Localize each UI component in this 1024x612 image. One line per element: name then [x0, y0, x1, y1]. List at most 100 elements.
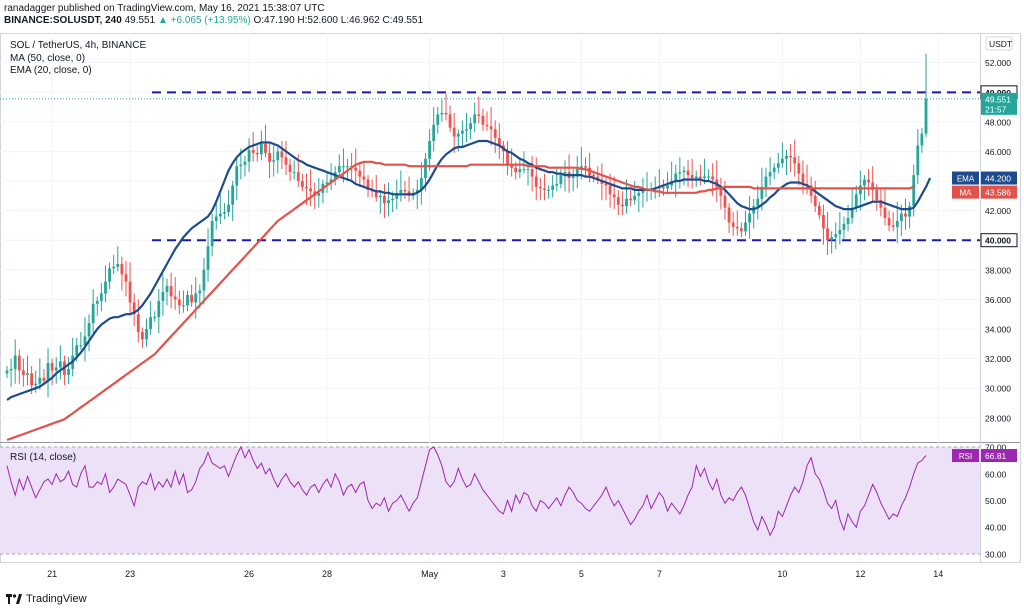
candle-body — [514, 167, 518, 173]
candle-body — [625, 198, 628, 207]
candle-body — [22, 370, 25, 375]
rsi-line — [6, 445, 927, 537]
publish-header: ranadagger published on TradingView.com,… — [4, 3, 423, 27]
candle-body — [698, 176, 702, 179]
candle-body — [842, 223, 846, 230]
candle-body — [694, 176, 698, 179]
candle-body — [489, 126, 493, 130]
candle-body — [259, 144, 263, 155]
candle-body — [854, 194, 858, 208]
candle-body — [268, 152, 271, 162]
candle-body — [153, 317, 157, 319]
candle-body — [477, 114, 481, 116]
current-price-box — [981, 92, 1017, 115]
candle-body — [506, 151, 509, 165]
rsi-legend-item[interactable]: RSI (14, close) — [10, 452, 77, 463]
candle-body — [596, 176, 600, 180]
candle-body — [744, 222, 747, 232]
candle-body — [891, 225, 895, 227]
rsi-band — [0, 447, 980, 554]
price-tick-label: 52.000 — [985, 58, 1011, 68]
candle-body — [223, 212, 226, 214]
candle-body — [264, 144, 267, 153]
level-label: 40.000 — [985, 236, 1011, 246]
candle-body — [584, 166, 587, 168]
ema-legend-item[interactable]: EMA (20, close, 0) — [10, 65, 92, 76]
candle-body — [510, 164, 514, 168]
candle-body — [551, 185, 555, 190]
candle-body — [424, 158, 427, 179]
candle-body — [428, 141, 431, 159]
candle-body — [612, 194, 616, 198]
candle-body — [473, 114, 477, 124]
candle-body — [485, 124, 489, 127]
time-tick-label: 26 — [244, 569, 254, 579]
candle-body — [165, 286, 169, 292]
candle-body — [354, 167, 358, 171]
candle-body — [789, 155, 793, 158]
candle-body — [493, 129, 497, 139]
candle-body — [214, 216, 218, 221]
candle-body — [662, 186, 665, 189]
tradingview-footer: TradingView — [6, 593, 87, 605]
candle-body — [858, 185, 862, 195]
candle-body — [801, 173, 805, 184]
rsi-tick-label: 50.00 — [985, 496, 1007, 506]
candle-body — [169, 286, 173, 297]
candle-body — [592, 175, 596, 177]
candle-body — [329, 179, 333, 183]
ma-value-label: 43.586 — [985, 188, 1011, 198]
candle-body — [571, 176, 575, 179]
candle-body — [190, 294, 194, 303]
time-tick-label: 28 — [322, 569, 332, 579]
candle-body — [526, 169, 530, 171]
price-tick-label: 34.000 — [985, 325, 1011, 335]
candle-body — [813, 195, 817, 207]
candle-body — [403, 189, 407, 192]
candle-body — [785, 155, 788, 159]
ma-legend-item[interactable]: MA (50, close, 0) — [10, 52, 86, 64]
candle-body — [534, 176, 538, 187]
candle-body — [616, 197, 620, 205]
candle-body — [436, 114, 440, 125]
candle-body — [305, 186, 308, 189]
candle-body — [140, 331, 144, 340]
candle-body — [395, 192, 399, 199]
candle-body — [309, 188, 312, 192]
candle-body — [272, 160, 276, 162]
candle-body — [346, 166, 349, 168]
candle-body — [621, 204, 624, 207]
candle-body — [50, 363, 54, 371]
candle-body — [883, 207, 887, 218]
candle-body — [120, 263, 124, 275]
ma-value-box — [981, 185, 1017, 199]
candle-body — [912, 175, 916, 207]
candle-body — [711, 176, 715, 180]
rsi-tick-label: 60.00 — [985, 469, 1007, 479]
time-tick-label: 10 — [777, 569, 787, 579]
candle-body — [543, 188, 546, 190]
candle-body — [30, 373, 34, 386]
chart-title: SOL / TetherUS, 4h, BINANCE — [10, 40, 147, 51]
candle-body — [177, 299, 181, 306]
candle-body — [555, 183, 559, 186]
candle-body — [210, 220, 214, 247]
candle-body — [440, 112, 444, 115]
candle-body — [522, 169, 526, 171]
candle-body — [735, 226, 739, 229]
tradingview-logo-icon — [6, 594, 22, 604]
candle-body — [629, 198, 633, 201]
candle-body — [444, 112, 448, 115]
candle-body — [448, 114, 452, 128]
candle-body — [284, 157, 288, 165]
countdown-label: 21:57 — [985, 104, 1007, 114]
candle-body — [575, 169, 579, 177]
candle-body — [563, 172, 567, 176]
price-tick-label: 48.000 — [985, 117, 1011, 127]
candle-body — [469, 123, 473, 130]
candle-body — [559, 175, 563, 184]
ema-tag-box — [952, 171, 979, 185]
candle-body — [604, 183, 608, 186]
candle-body — [850, 207, 854, 218]
